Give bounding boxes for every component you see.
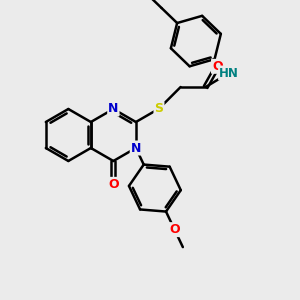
Text: O: O xyxy=(108,178,119,191)
Text: S: S xyxy=(154,102,164,115)
Text: N: N xyxy=(131,142,141,154)
Text: N: N xyxy=(108,103,118,116)
Text: O: O xyxy=(169,223,180,236)
Text: HN: HN xyxy=(219,67,239,80)
Text: O: O xyxy=(212,60,223,73)
